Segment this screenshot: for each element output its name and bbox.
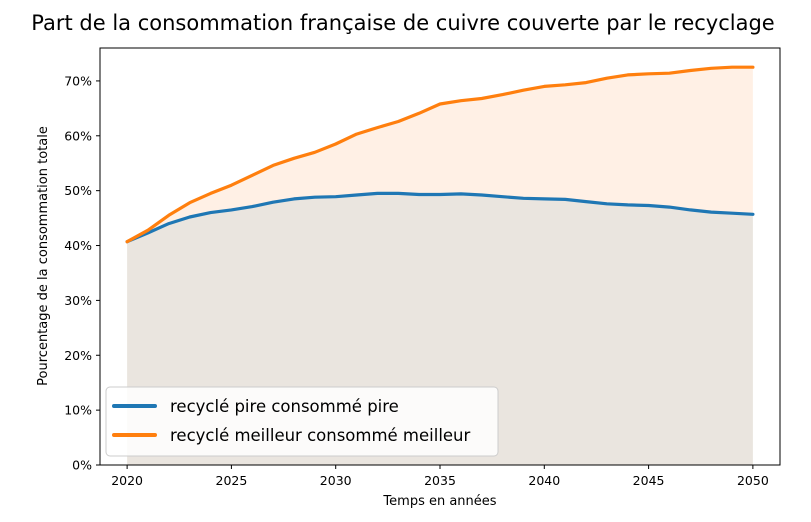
x-axis-label: Temps en années — [382, 494, 496, 509]
x-tick-label: 2030 — [320, 473, 352, 488]
x-tick-label: 2045 — [633, 473, 665, 488]
x-axis: 2020 2025 2030 2035 2040 2045 2050 — [111, 465, 769, 488]
legend: recyclé pire consommé pire recyclé meille… — [105, 386, 499, 457]
y-tick-label: 60% — [64, 128, 92, 143]
y-tick-label: 70% — [64, 73, 92, 88]
area-fill-meilleur — [127, 67, 753, 242]
chart-title: Part de la consommation française de cui… — [31, 11, 774, 35]
y-tick-label: 30% — [64, 293, 92, 308]
x-tick-label: 2040 — [528, 473, 560, 488]
y-tick-label: 40% — [64, 238, 92, 253]
x-tick-label: 2050 — [737, 473, 769, 488]
y-tick-label: 10% — [64, 403, 92, 418]
y-tick-label: 20% — [64, 348, 92, 363]
y-tick-label: 0% — [72, 458, 92, 473]
x-tick-label: 2025 — [216, 473, 248, 488]
x-tick-label: 2020 — [111, 473, 143, 488]
y-tick-label: 50% — [64, 183, 92, 198]
x-tick-label: 2035 — [424, 473, 456, 488]
legend-label: recyclé meilleur consommé meilleur — [170, 426, 471, 445]
y-axis-label: Pourcentage de la consommation totale — [36, 126, 51, 386]
y-axis: 0% 10% 20% 30% 40% 50% 60% 70% — [64, 73, 100, 473]
series-lines — [125, 65, 755, 244]
legend-label: recyclé pire consommé pire — [170, 397, 399, 416]
series-line-pire — [125, 191, 755, 244]
series-line-meilleur — [125, 65, 755, 244]
legend-box — [105, 386, 499, 457]
